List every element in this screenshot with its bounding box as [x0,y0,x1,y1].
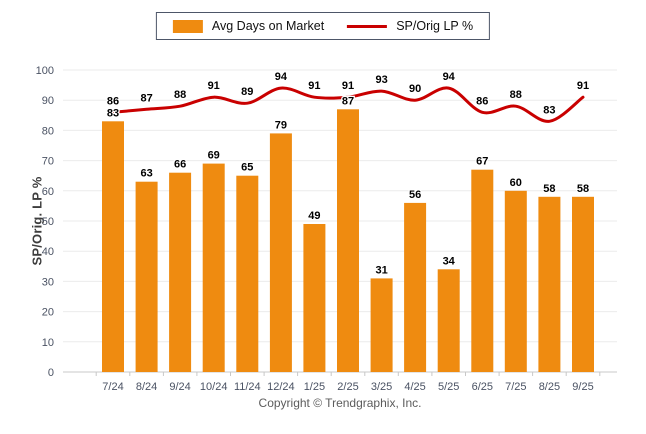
legend-label-bar-series: Avg Days on Market [211,19,325,33]
bar-series-swatch-icon [172,19,203,33]
copyright-text: Copyright © Trendgraphix, Inc. [258,396,422,410]
x-tick-label: 6/25 [472,381,493,393]
bar [538,196,561,372]
y-tick-label: 50 [42,216,54,228]
y-axis-tick-labels: 0 10 20 30 40 50 60 70 80 90 100 [36,65,54,379]
line-value-label: 88 [174,89,186,101]
bar [437,269,460,372]
x-tick-label: 5/25 [438,381,459,393]
x-axis-ticks [95,372,601,376]
y-tick-label: 90 [42,95,54,107]
bar-value-label: 56 [409,189,421,201]
x-tick-label: 12/24 [267,381,295,393]
x-tick-label: 1/25 [304,381,325,393]
x-tick-label: 11/24 [234,381,261,393]
bar [236,175,259,372]
line-value-labels: 86 87 88 91 89 94 91 91 93 90 94 86 88 83 91 [106,70,591,118]
y-tick-label: 80 [42,125,54,137]
x-tick-label: 9/25 [572,381,593,393]
bar [572,196,594,372]
bar-value-label: 31 [375,264,387,276]
line-value-label: 94 [443,71,456,83]
line-value-label: 87 [140,92,152,104]
bar-value-label: 83 [107,107,119,119]
x-tick-label: 7/25 [505,381,526,393]
bar-value-label: 58 [543,183,555,195]
bar-value-label: 34 [443,255,456,267]
x-tick-label: 10/24 [200,381,228,393]
line-value-label: 93 [375,74,387,86]
x-tick-label: 3/25 [371,381,392,393]
x-tick-label: 7/24 [102,381,123,393]
line-value-label: 86 [476,95,488,107]
line-value-label: 89 [241,86,253,98]
bar-value-labels: 83 63 66 69 65 79 49 87 31 56 34 67 60 58 58 [106,94,591,278]
bar-value-label: 87 [342,95,354,107]
x-tick-label: 2/25 [337,381,358,393]
line-value-label: 88 [510,89,522,101]
bar [135,181,158,372]
line-value-label: 91 [208,80,220,92]
bar-value-label: 60 [510,177,522,189]
bar-value-label: 49 [308,210,320,222]
bar [337,109,359,373]
bar-value-label: 79 [275,119,287,131]
y-tick-label: 10 [42,337,54,349]
y-tick-label: 40 [42,246,54,258]
line-value-label: 90 [409,83,421,95]
line-value-label: 91 [342,80,354,92]
bar [202,163,225,372]
x-tick-label: 9/24 [169,381,190,393]
bar-value-label: 69 [208,150,220,162]
x-tick-label: 8/25 [539,381,560,393]
legend: Avg Days on Market SP/Orig LP % [155,12,491,40]
line-series [111,86,585,123]
bar [269,133,292,372]
bar [102,121,124,372]
bar-series [102,109,594,373]
x-tick-label: 4/25 [404,381,425,393]
bar-value-label: 65 [241,162,253,174]
line-value-label: 83 [543,104,555,116]
y-tick-label: 70 [42,156,54,168]
line-value-label: 91 [308,80,320,92]
y-tick-label: 20 [42,307,54,319]
y-tick-label: 0 [48,367,54,379]
legend-label-line-series: SP/Orig LP % [396,19,474,33]
bar-value-label: 67 [476,156,488,168]
x-tick-label: 8/24 [136,381,157,393]
x-axis-tick-labels: 7/24 8/24 9/24 10/24 11/24 12/24 1/25 2/25 3/25 4… [102,381,593,393]
bar [404,202,427,372]
line-value-label: 91 [577,80,589,92]
bar [504,190,527,372]
bar-value-label: 66 [174,159,186,171]
line-value-label: 86 [107,95,119,107]
bar [169,172,192,372]
y-tick-label: 100 [36,65,54,77]
y-tick-label: 60 [42,186,54,198]
bar-value-label: 63 [140,168,152,180]
line-value-label: 94 [275,71,288,83]
bar-value-label: 58 [577,183,589,195]
bar [370,278,393,372]
y-tick-label: 30 [42,276,54,288]
bar [303,224,326,372]
bar [471,169,494,372]
line-series-swatch-icon [347,24,388,28]
